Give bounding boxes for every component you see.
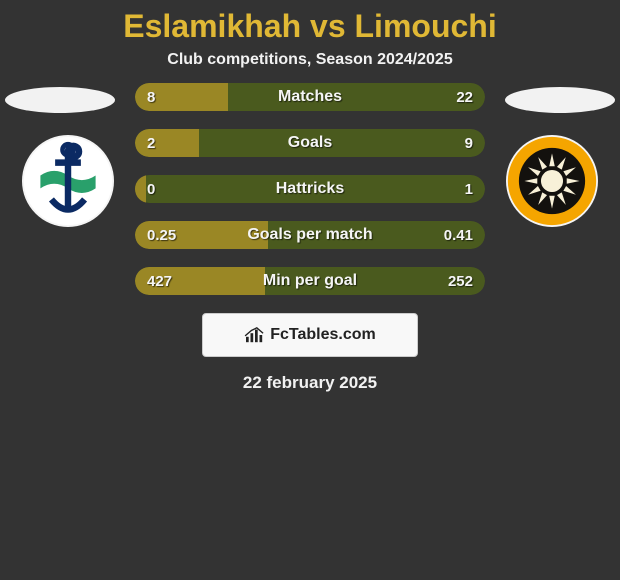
player-silhouette-right bbox=[505, 87, 615, 113]
page-title: Eslamikhah vs Limouchi bbox=[0, 0, 620, 51]
stat-label: Min per goal bbox=[135, 267, 485, 295]
stat-label: Goals per match bbox=[135, 221, 485, 249]
title-right: Limouchi bbox=[355, 8, 497, 44]
team-crest-right bbox=[506, 135, 598, 227]
stat-row: 01Hattricks bbox=[135, 175, 485, 203]
subtitle: Club competitions, Season 2024/2025 bbox=[0, 51, 620, 83]
malavan-crest-icon bbox=[22, 135, 114, 227]
team-crest-left bbox=[22, 135, 114, 227]
sepahan-crest-icon bbox=[506, 135, 598, 227]
stat-label: Goals bbox=[135, 129, 485, 157]
stat-label: Hattricks bbox=[135, 175, 485, 203]
title-left: Eslamikhah bbox=[123, 8, 301, 44]
stat-row: 29Goals bbox=[135, 129, 485, 157]
stat-row: 0.250.41Goals per match bbox=[135, 221, 485, 249]
site-attribution[interactable]: FcTables.com bbox=[202, 313, 418, 357]
bar-chart-icon bbox=[244, 326, 266, 344]
match-date: 22 february 2025 bbox=[0, 373, 620, 393]
stat-bars: 822Matches 29Goals 01Hattricks 0.250.41Goal… bbox=[135, 83, 485, 295]
stat-label: Matches bbox=[135, 83, 485, 111]
title-sep: vs bbox=[301, 8, 354, 44]
comparison-panel: 822Matches 29Goals 01Hattricks 0.250.41Goal… bbox=[0, 83, 620, 393]
stat-row: 427252Min per goal bbox=[135, 267, 485, 295]
stat-row: 822Matches bbox=[135, 83, 485, 111]
site-label: FcTables.com bbox=[270, 326, 376, 344]
player-silhouette-left bbox=[5, 87, 115, 113]
